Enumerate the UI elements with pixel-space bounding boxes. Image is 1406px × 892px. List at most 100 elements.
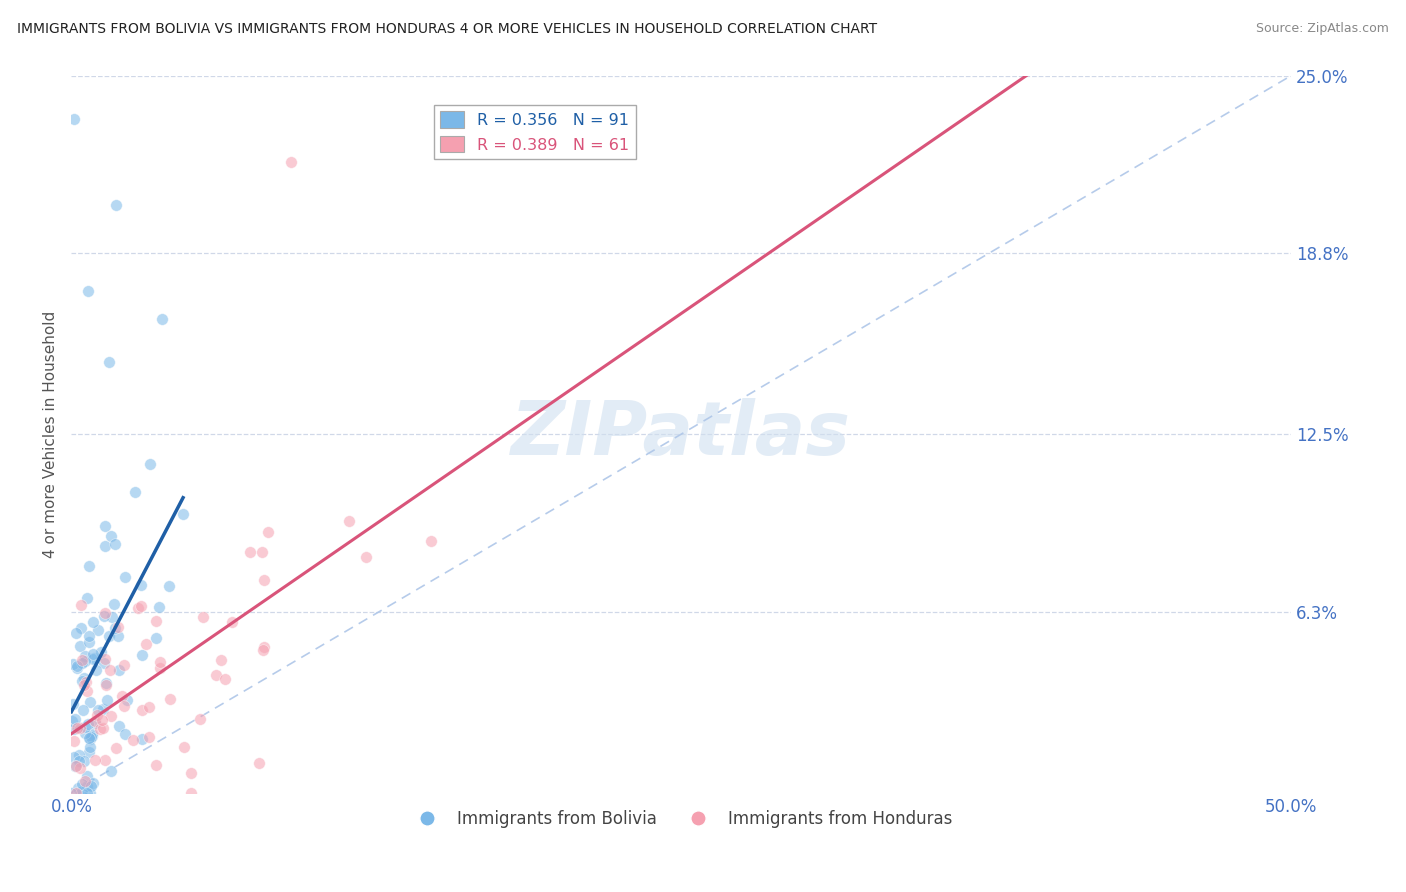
Point [191, 609, 214, 624]
Point [209, 652, 232, 666]
Point [63, 734, 86, 748]
Point [87, 624, 110, 638]
Point [73, 726, 96, 740]
Point [80, 779, 103, 793]
Point [138, 700, 160, 714]
Point [70, 653, 93, 667]
Point [79, 739, 101, 754]
Point [86, 707, 108, 722]
Point [145, 758, 167, 772]
Point [89, 722, 111, 736]
Point [90, 645, 112, 659]
Point [253, 574, 276, 588]
Point [280, 154, 302, 169]
Point [97, 629, 120, 643]
Point [94, 539, 117, 553]
Point [253, 640, 276, 655]
Point [60, 786, 83, 800]
Point [62, 657, 84, 672]
Text: Source: ZipAtlas.com: Source: ZipAtlas.com [1256, 22, 1389, 36]
Point [67, 720, 90, 734]
Point [60, 714, 83, 728]
Point [131, 732, 153, 747]
Point [97, 355, 120, 369]
Point [69, 721, 91, 735]
Point [172, 507, 194, 521]
Point [247, 756, 270, 770]
Point [180, 765, 202, 780]
Point [256, 524, 278, 539]
Point [65, 721, 87, 735]
Point [104, 740, 127, 755]
Point [70, 777, 93, 791]
Point [96, 693, 118, 707]
Point [104, 197, 127, 211]
Point [80, 730, 103, 744]
Point [69, 621, 91, 635]
Point [84, 753, 107, 767]
Point [121, 733, 143, 747]
Point [80, 729, 103, 743]
Point [93, 609, 115, 624]
Point [94, 652, 117, 666]
Point [180, 786, 202, 800]
Point [65, 759, 87, 773]
Point [98, 663, 121, 677]
Point [250, 545, 273, 559]
Point [62, 697, 84, 711]
Point [145, 632, 167, 646]
Point [83, 651, 105, 665]
Point [83, 715, 105, 730]
Point [79, 559, 101, 574]
Point [214, 672, 236, 686]
Text: ZIPatlas: ZIPatlas [512, 398, 851, 471]
Point [112, 657, 135, 672]
Point [84, 663, 107, 677]
Point [76, 684, 98, 698]
Point [252, 643, 274, 657]
Point [76, 786, 98, 800]
Point [86, 703, 108, 717]
Point [107, 629, 129, 643]
Point [76, 717, 98, 731]
Point [76, 779, 98, 793]
Point [66, 780, 89, 795]
Point [129, 578, 152, 592]
Point [239, 544, 262, 558]
Point [70, 674, 93, 689]
Point [93, 657, 115, 671]
Point [79, 786, 101, 800]
Point [82, 776, 104, 790]
Text: IMMIGRANTS FROM BOLIVIA VS IMMIGRANTS FROM HONDURAS 4 OR MORE VEHICLES IN HOUSEH: IMMIGRANTS FROM BOLIVIA VS IMMIGRANTS FR… [17, 22, 877, 37]
Point [420, 533, 443, 548]
Point [65, 626, 87, 640]
Y-axis label: 4 or more Vehicles in Household: 4 or more Vehicles in Household [44, 310, 58, 558]
Point [73, 774, 96, 789]
Point [145, 614, 167, 628]
Point [148, 655, 170, 669]
Point [73, 754, 96, 768]
Point [80, 726, 103, 740]
Point [75, 674, 97, 689]
Point [108, 719, 131, 733]
Point [159, 579, 181, 593]
Point [79, 695, 101, 709]
Point [103, 597, 125, 611]
Point [76, 591, 98, 606]
Point [63, 749, 86, 764]
Point [91, 702, 114, 716]
Point [76, 769, 98, 783]
Point [104, 622, 127, 636]
Point [112, 699, 135, 714]
Point [110, 689, 132, 703]
Point [72, 703, 94, 717]
Point [104, 537, 127, 551]
Point [337, 514, 360, 528]
Point [173, 740, 195, 755]
Point [79, 731, 101, 745]
Point [107, 663, 129, 677]
Point [77, 745, 100, 759]
Point [188, 712, 211, 726]
Point [138, 730, 160, 744]
Point [77, 635, 100, 649]
